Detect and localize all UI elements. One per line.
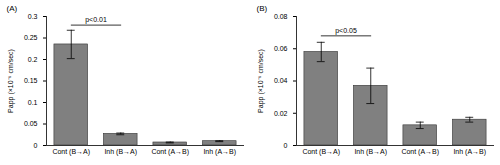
svg-text:Inh (B→A): Inh (B→A) [104, 148, 137, 156]
svg-text:0.08: 0.08 [274, 13, 288, 20]
svg-text:0.05: 0.05 [24, 120, 38, 127]
svg-text:(A): (A) [7, 4, 18, 13]
svg-text:0.2: 0.2 [28, 56, 38, 63]
svg-text:(B): (B) [257, 4, 268, 13]
svg-text:Papp (×10⁻⁶ cm/sec): Papp (×10⁻⁶ cm/sec) [257, 49, 265, 113]
svg-text:0.1: 0.1 [28, 99, 38, 106]
svg-text:0.15: 0.15 [24, 77, 38, 84]
svg-text:0.06: 0.06 [274, 45, 288, 52]
svg-text:0.3: 0.3 [28, 13, 38, 20]
svg-text:Inh (B→A): Inh (B→A) [354, 148, 387, 156]
svg-text:Papp (×10⁻⁶ cm/sec): Papp (×10⁻⁶ cm/sec) [7, 49, 15, 113]
svg-text:Cont (B→A): Cont (B→A) [302, 148, 340, 156]
svg-text:0: 0 [34, 142, 38, 149]
svg-text:0.02: 0.02 [274, 109, 288, 116]
svg-text:Cont (B→A): Cont (B→A) [52, 148, 90, 156]
svg-text:Cont (A→B): Cont (A→B) [401, 148, 439, 156]
svg-text:0.25: 0.25 [24, 34, 38, 41]
svg-text:0: 0 [284, 142, 288, 149]
svg-text:Inh (A→B): Inh (A→B) [453, 148, 486, 156]
svg-text:Inh (A→B): Inh (A→B) [203, 148, 236, 156]
svg-text:p<0.05: p<0.05 [335, 27, 357, 35]
svg-text:p<0.01: p<0.01 [85, 16, 107, 24]
svg-text:Cont (A→B): Cont (A→B) [151, 148, 189, 156]
svg-text:0.04: 0.04 [274, 77, 288, 84]
